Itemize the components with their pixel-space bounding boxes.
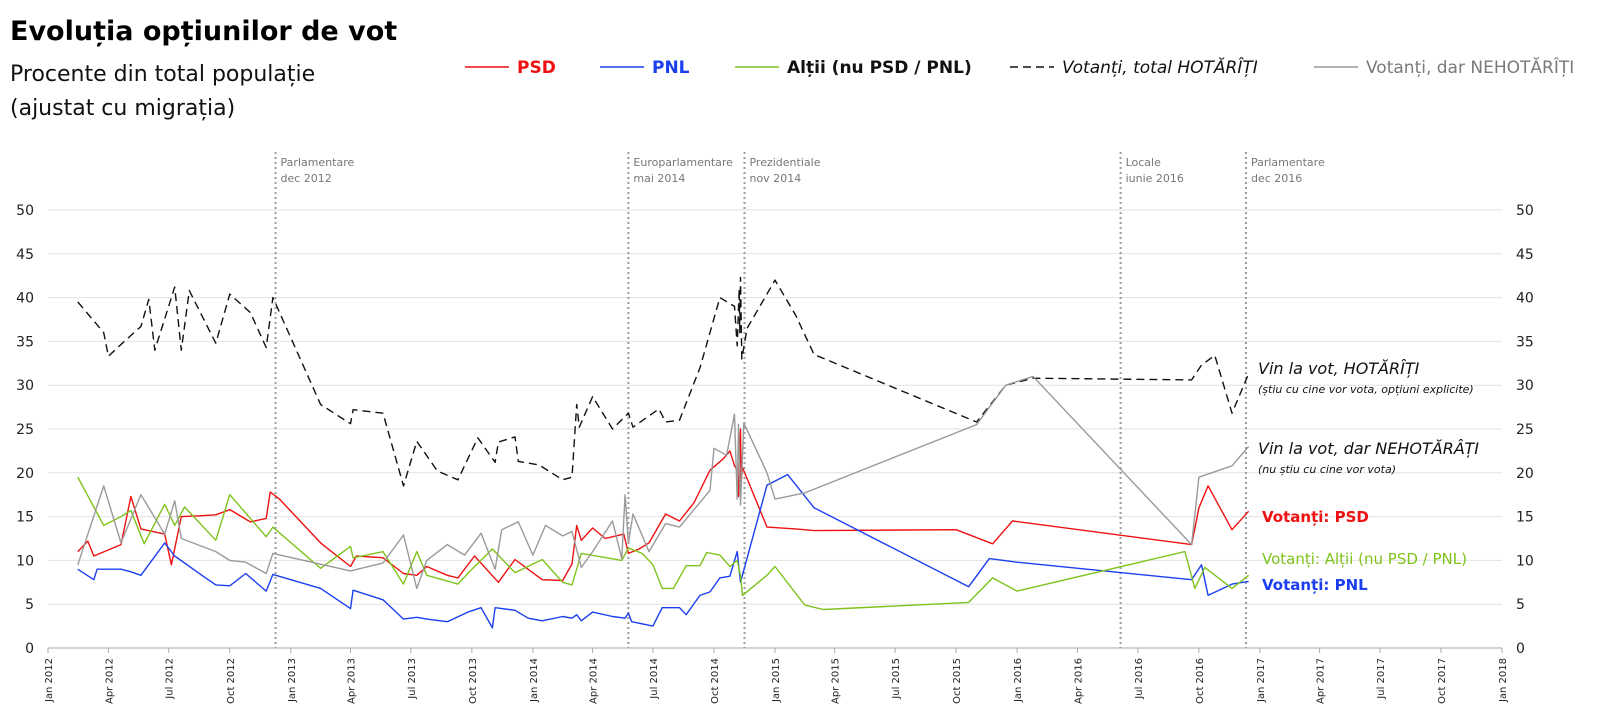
x-tick-label: Oct 2013 [468,658,479,704]
event-sublabel: dec 2016 [1251,172,1302,185]
y-tick-label-left: 25 [16,422,34,438]
legend-label: PSD [517,58,556,78]
x-tick-label: Jul 2015 [891,658,902,700]
x-axis: Jan 2012 Apr 2012 Jul 2012 Oct 2012 Jan 2013… [44,648,1509,704]
series-line [77,473,1249,629]
annotation-others-label: Votanți: Alții (nu PSD / PNL) [1262,550,1467,568]
event-sublabel: iunie 2016 [1126,172,1184,185]
x-tick-label: Jul 2016 [1134,658,1145,700]
x-tick-label: Jul 2014 [649,658,660,700]
y-tick-label-left: 45 [16,247,34,263]
x-tick-label: Apr 2015 [831,658,842,704]
event-sublabel: dec 2012 [281,172,332,185]
series-line [77,476,1250,611]
x-tick-label: Jul 2017 [1376,658,1387,700]
y-tick-label-right: 35 [1516,334,1534,350]
series-lines [77,276,1250,629]
y-tick-label-left: 5 [25,597,34,613]
y-axis-left: 0 5 10 15 20 25 30 35 40 45 50 [16,203,34,657]
x-tick-label: Jul 2012 [165,658,176,700]
x-tick-label: Oct 2015 [952,658,963,704]
y-tick-label-left: 20 [16,466,34,482]
event-sublabel: mai 2014 [633,172,685,185]
x-tick-label: Jan 2016 [1013,658,1024,703]
y-tick-label-right: 10 [1516,553,1534,569]
annotation-decided-sub: (știu cu cine vor vota, opțiuni explicit… [1258,383,1474,396]
x-tick-label: Jan 2018 [1498,658,1509,703]
x-tick-label: Apr 2013 [346,658,357,704]
x-tick-label: Apr 2012 [104,658,115,704]
annotation-undecided-main: Vin la vot, dar NEHOTĂRÂȚI [1258,439,1479,458]
chart-subtitle: Procente din total populație (ajustat cu… [10,58,315,126]
y-tick-label-left: 15 [16,510,34,526]
x-tick-label: Jan 2014 [529,658,540,703]
x-tick-label: Oct 2017 [1437,658,1448,704]
y-tick-label-right: 25 [1516,422,1534,438]
y-tick-label-right: 0 [1516,641,1525,657]
legend-label: PNL [652,58,690,78]
y-tick-label-right: 40 [1516,291,1534,307]
x-tick-label: Apr 2016 [1073,658,1084,704]
gridlines [48,209,1502,649]
event-label: Parlamentare [1251,156,1325,169]
x-tick-label: Jan 2017 [1256,658,1267,703]
y-tick-label-left: 10 [16,553,34,569]
y-tick-label-left: 35 [16,334,34,350]
x-tick-label: Jul 2013 [407,658,418,700]
series-line [77,428,1250,583]
x-tick-label: Oct 2012 [226,658,237,704]
y-tick-label-right: 5 [1516,597,1525,613]
x-tick-label: Jan 2012 [44,658,55,703]
y-tick-label-right: 20 [1516,466,1534,482]
y-tick-label-right: 45 [1516,247,1534,263]
legend-label: Votanți, total HOTĂRÎȚI [1062,56,1258,78]
annotation-decided-main: Vin la vot, HOTĂRÎȚI [1258,359,1420,378]
event-label: Locale [1126,156,1162,169]
chart-title: Evoluția opțiunilor de vot [10,16,398,47]
annotation-pnl-label: Votanți: PNL [1262,576,1368,594]
annotation-undecided-sub: (nu știu cu cine vor vota) [1258,463,1396,476]
y-tick-label-right: 30 [1516,378,1534,394]
y-tick-label-right: 50 [1516,203,1534,219]
y-tick-label-left: 30 [16,378,34,394]
subtitle-line-1: Procente din total populație [10,62,316,87]
y-tick-label-right: 15 [1516,510,1534,526]
x-tick-label: Jan 2013 [287,658,298,703]
x-tick-label: Apr 2017 [1316,658,1327,704]
series-line [77,276,1250,487]
legend-label: Alții (nu PSD / PNL) [787,58,972,78]
event-label: Prezidentiale [749,156,820,169]
y-tick-label-left: 0 [25,641,34,657]
event-label: Europarlamentare [633,156,733,169]
legend-label: Votanți, dar NEHOTĂRÎȚI [1366,56,1574,78]
series-line [77,375,1250,590]
y-axis-right: 0 5 10 15 20 25 30 35 40 45 50 [1516,203,1534,657]
x-tick-label: Oct 2016 [1195,658,1206,704]
event-sublabel: nov 2014 [749,172,801,185]
event-label: Parlamentare [281,156,355,169]
annotation-psd-label: Votanți: PSD [1262,508,1369,526]
y-tick-label-left: 50 [16,203,34,219]
x-tick-label: Oct 2014 [710,658,721,704]
subtitle-line-2: (ajustat cu migrația) [10,96,236,121]
event-markers: Parlamentare dec 2012 Europarlamentare mai … [274,152,1325,648]
x-tick-label: Apr 2014 [589,658,600,704]
x-tick-label: Jan 2015 [771,658,782,703]
annotations: Vin la vot, HOTĂRÎȚI (știu cu cine vor v… [1258,359,1479,594]
legend: PSD PNL Alții (nu PSD / PNL) Votanți, total… [465,56,1574,78]
y-tick-label-left: 40 [16,291,34,307]
